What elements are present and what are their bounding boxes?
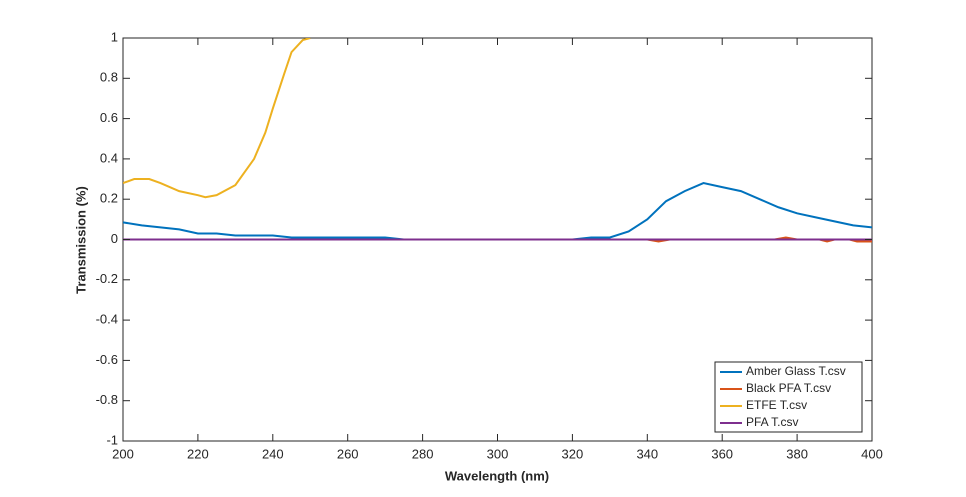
x-tick-label: 280: [412, 446, 434, 461]
y-tick-label: 0: [111, 231, 118, 246]
x-tick-label: 360: [711, 446, 733, 461]
series-line: [123, 182, 872, 241]
y-tick-label: 0.6: [100, 110, 118, 125]
lines: [123, 38, 872, 243]
x-tick-label: 220: [187, 446, 209, 461]
y-tick-label: -0.8: [96, 392, 118, 407]
legend-label: PFA T.csv: [746, 415, 798, 429]
y-tick-label: -0.6: [96, 352, 118, 367]
x-tick-label: 200: [112, 446, 134, 461]
y-tick-label: -1: [106, 432, 118, 447]
y-tick-label: 0.2: [100, 191, 118, 206]
y-tick-label: 1: [111, 29, 118, 44]
y-tick-label: -0.2: [96, 271, 118, 286]
y-tick-label: -0.4: [96, 312, 118, 327]
legend-label: Black PFA T.csv: [746, 381, 831, 395]
x-tick-label: 400: [861, 446, 883, 461]
y-tick-label: 0.8: [100, 70, 118, 85]
x-tick-label: 380: [786, 446, 808, 461]
y-tick-label: 0.4: [100, 150, 118, 165]
x-axis-label: Wavelength (nm): [445, 468, 549, 483]
legend-label: ETFE T.csv: [746, 398, 807, 412]
x-tick-label: 260: [337, 446, 359, 461]
x-tick-label: 300: [487, 446, 509, 461]
legend-label: Amber Glass T.csv: [746, 364, 846, 378]
x-tick-label: 320: [562, 446, 584, 461]
legend-box: [714, 361, 863, 433]
x-tick-label: 340: [636, 446, 658, 461]
x-tick-label: 240: [262, 446, 284, 461]
series-line: [123, 38, 311, 199]
y-axis-label: Transmission (%): [73, 186, 88, 294]
